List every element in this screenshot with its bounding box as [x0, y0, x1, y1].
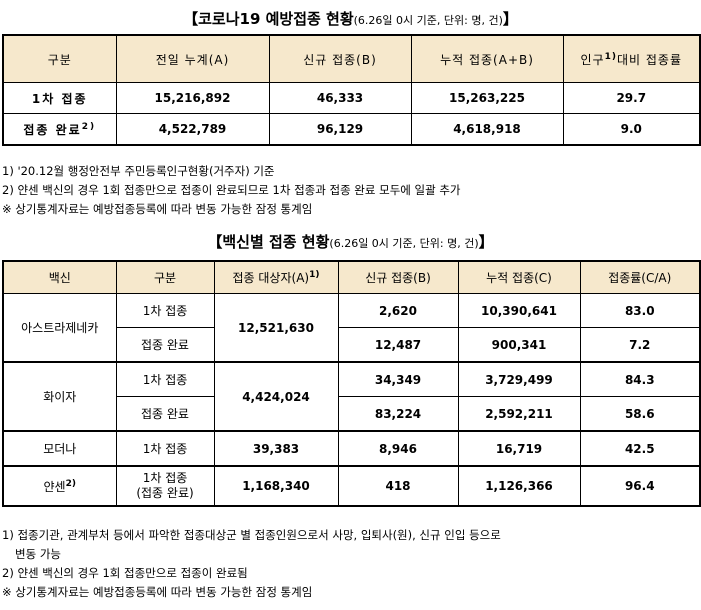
header-rate: 인구1)대비 접종률: [562, 34, 701, 83]
dose-label: 접종 완료: [115, 327, 215, 363]
cell-cum: 1,126,366: [457, 465, 581, 507]
header-new: 신규 접종(B): [268, 34, 412, 83]
section-title-by-vaccine: 【백신별 접종 현황(6.26일 0시 기준, 단위: 명, 건)】: [0, 232, 701, 254]
cell-cum: 2,592,211: [457, 396, 581, 432]
footnote: 2) 얀센 백신의 경우 1회 접종만으로 접종이 완료됨: [2, 566, 248, 580]
footnote-continuation: 변동 가능: [15, 547, 61, 561]
title-sub: (6.26일 0시 기준, 단위: 명, 건): [329, 237, 479, 250]
table-row: 얀센2) 1차 접종 (접종 완료) 1,168,340 418 1,126,36…: [2, 465, 701, 507]
header-cumulative: 누적 접종(A+B): [410, 34, 564, 83]
table-header-row: 구분 전일 누계(A) 신규 접종(B) 누적 접종(A+B) 인구1)대비 접…: [2, 34, 701, 83]
header-vaccine: 백신: [2, 260, 117, 294]
footnote-marker: 1): [309, 270, 320, 280]
cell-new: 8,946: [337, 430, 459, 467]
overall-vaccination-table: 구분 전일 누계(A) 신규 접종(B) 누적 접종(A+B) 인구1)대비 접…: [2, 34, 701, 146]
vaccine-table: 백신 구분 접종 대상자(A)1) 신규 접종(B) 누적 접종(C) 접종률(…: [2, 260, 701, 507]
cell-cum: 10,390,641: [457, 293, 581, 328]
header-cumulative: 누적 접종(C): [457, 260, 581, 294]
cell-new: 96,129: [268, 113, 412, 146]
table-header-row: 백신 구분 접종 대상자(A)1) 신규 접종(B) 누적 접종(C) 접종률(…: [2, 260, 701, 294]
cell-rate: 83.0: [579, 293, 701, 328]
cell-new: 46,333: [268, 82, 412, 114]
row-label: 접종 완료2): [2, 113, 117, 146]
header-category: 구분: [115, 260, 215, 294]
section-title-overall: 【코로나19 예방접종 현황(6.26일 0시 기준, 단위: 명, 건)】: [0, 9, 701, 31]
table-row: 모더나 1차 접종 39,383 8,946 16,719 42.5: [2, 430, 701, 467]
title-end: 】: [478, 233, 494, 251]
header-prev-total: 전일 누계(A): [115, 34, 270, 83]
row-label-text: 접종 완료: [23, 122, 82, 137]
table-row: 1차 접종 15,216,892 46,333 15,263,225 29.7: [2, 82, 701, 114]
footnote: 1) '20.12월 행정안전부 주민등록인구현황(거주자) 기준: [2, 164, 275, 178]
dose-label: 1차 접종 (접종 완료): [115, 465, 215, 507]
notes-by-vaccine: 1) 접종기관, 관계부처 등에서 파악한 접종대상군 별 접종인원으로서 사망…: [2, 526, 699, 602]
cell-new: 83,224: [337, 396, 459, 432]
dose-label: 1차 접종: [115, 293, 215, 328]
header-rate-a: 인구: [580, 52, 605, 67]
cell-prev: 4,522,789: [115, 113, 270, 146]
dose-label: 접종 완료: [115, 396, 215, 432]
dose-label-line2: (접종 완료): [136, 486, 194, 500]
cell-rate: 96.4: [579, 465, 701, 507]
vaccine-name: 아스트라제네카: [2, 293, 117, 363]
notes-overall: 1) '20.12월 행정안전부 주민등록인구현황(거주자) 기준 2) 얀센 …: [2, 162, 699, 219]
vaccine-name-text: 얀센: [43, 479, 66, 494]
title-sub: (6.26일 0시 기준, 단위: 명, 건): [353, 14, 503, 27]
footnote-marker: 1): [604, 51, 617, 62]
header-target-text: 접종 대상자(A): [232, 271, 310, 285]
header-category: 구분: [2, 34, 117, 83]
cell-prev: 15,216,892: [115, 82, 270, 114]
footnote: 2) 얀센 백신의 경우 1회 접종만으로 접종이 완료되므로 1차 접종과 접…: [2, 183, 461, 197]
row-label: 1차 접종: [2, 82, 117, 114]
vaccine-name: 얀센2): [2, 465, 117, 507]
cell-target: 4,424,024: [213, 361, 339, 432]
dose-label: 1차 접종: [115, 430, 215, 467]
footnote-marker: 2): [65, 478, 76, 489]
cell-rate: 9.0: [562, 113, 701, 146]
dose-label-line1: 1차 접종: [142, 471, 188, 485]
cell-rate: 42.5: [579, 430, 701, 467]
cell-cum: 900,341: [457, 327, 581, 363]
table-row: 접종 완료 12,487 900,341 7.2: [3, 327, 701, 363]
title-main: 【백신별 접종 현황: [207, 233, 330, 251]
cell-new: 2,620: [337, 293, 459, 328]
cell-cum: 4,618,918: [410, 113, 564, 146]
dose-label: 1차 접종: [115, 361, 215, 397]
cell-new: 418: [337, 465, 459, 507]
cell-rate: 7.2: [579, 327, 701, 363]
cell-cum: 16,719: [457, 430, 581, 467]
vaccine-name: 모더나: [2, 430, 117, 467]
cell-target: 1,168,340: [213, 465, 339, 507]
cell-rate: 58.6: [579, 396, 701, 432]
header-new: 신규 접종(B): [337, 260, 459, 294]
footnote: ※ 상기통계자료는 예방접종등록에 따라 변동 가능한 잠정 통계임: [2, 202, 313, 216]
table-row: 화이자 1차 접종 4,424,024 34,349 3,729,499 84.…: [2, 361, 701, 432]
cell-target: 12,521,630: [213, 293, 339, 363]
cell-new: 34,349: [337, 361, 459, 397]
footnote: ※ 상기통계자료는 예방접종등록에 따라 변동 가능한 잠정 통계임: [2, 585, 313, 599]
title-end: 】: [502, 10, 518, 28]
cell-new: 12,487: [337, 327, 459, 363]
table-row: 접종 완료 83,224 2,592,211 58.6: [3, 396, 701, 432]
footnote: 1) 접종기관, 관계부처 등에서 파악한 접종대상군 별 접종인원으로서 사망…: [2, 528, 501, 542]
title-main: 【코로나19 예방접종 현황: [183, 10, 354, 28]
vaccine-name: 화이자: [2, 361, 117, 432]
cell-rate: 84.3: [579, 361, 701, 397]
header-rate: 접종률(C/A): [579, 260, 701, 294]
table-row: 아스트라제네카 1차 접종 12,521,630 2,620 10,390,64…: [2, 293, 701, 363]
cell-cum: 15,263,225: [410, 82, 564, 114]
header-rate-b: 대비 접종률: [616, 52, 682, 67]
cell-cum: 3,729,499: [457, 361, 581, 397]
cell-rate: 29.7: [562, 82, 701, 114]
cell-target: 39,383: [213, 430, 339, 467]
header-target: 접종 대상자(A)1): [213, 260, 339, 294]
table-row: 접종 완료2) 4,522,789 96,129 4,618,918 9.0: [2, 113, 701, 146]
footnote-marker: 2): [81, 121, 97, 132]
